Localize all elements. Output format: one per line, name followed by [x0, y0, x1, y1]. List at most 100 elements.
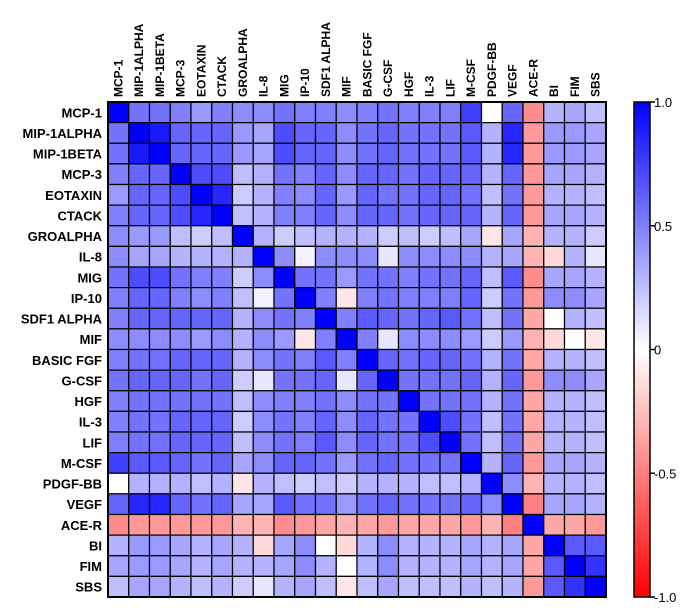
heatmap-cell-il-8-vegf: [501, 245, 524, 268]
heatmap-cell-groalpha-m-csf: [460, 225, 483, 247]
heatmap-cell-il-8-hgf: [397, 245, 420, 268]
heatmap-cell-mcp-1-pdgf-bb: [480, 101, 503, 124]
heatmap-cell-eotaxin-fim: [563, 183, 586, 206]
heatmap-cell-hgf-ace-r: [522, 390, 545, 412]
heatmap-cell-mip-1alpha-hgf: [397, 122, 420, 144]
row-label-ip-10: IP-10: [71, 291, 102, 306]
heatmap-cell-lif-groalpha: [231, 431, 254, 454]
heatmap-cell-mif-mif: [335, 328, 358, 351]
heatmap-cell-sbs-eotaxin: [190, 575, 213, 598]
heatmap-cell-ip-10-ctack: [211, 287, 234, 309]
heatmap-cell-groalpha-ip-10: [294, 225, 317, 247]
heatmap-cell-mcp-1-lif: [439, 101, 462, 124]
heatmap-cell-sbs-mig: [273, 575, 296, 598]
heatmap-cell-il-3-vegf: [501, 410, 524, 433]
heatmap-cell-mcp-1-basic-fgf: [356, 101, 379, 124]
row-label-g-csf: G-CSF: [62, 373, 103, 388]
heatmap-cell-m-csf-hgf: [397, 452, 420, 474]
heatmap-cell-mcp-3-eotaxin: [190, 163, 213, 186]
heatmap-cell-eotaxin-mif: [335, 183, 358, 206]
heatmap-cell-groalpha-mcp-1: [107, 225, 130, 247]
heatmap-cell-il-3-lif: [439, 410, 462, 433]
heatmap-cell-mig-fim: [563, 266, 586, 289]
heatmap-cell-il-3-mip-1beta: [148, 410, 171, 433]
heatmap-cell-il-3-hgf: [397, 410, 420, 433]
heatmap-cell-sbs-hgf: [397, 575, 420, 598]
heatmap-cell-groalpha-fim: [563, 225, 586, 247]
heatmap-cell-mip-1beta-il-3: [418, 142, 441, 165]
heatmap-cell-mif-eotaxin: [190, 328, 213, 351]
heatmap-cell-pdgf-bb-ip-10: [294, 472, 317, 495]
row-label-sdf1-alpha: SDF1 ALPHA: [21, 312, 103, 327]
heatmap-cell-mcp-3-mip-1alpha: [128, 163, 151, 186]
heatmap-cell-il-3-eotaxin: [190, 410, 213, 433]
heatmap-cell-g-csf-m-csf: [460, 369, 483, 392]
heatmap-cell-ace-r-bi: [543, 513, 566, 536]
heatmap-cell-basic-fgf-ctack: [211, 348, 234, 371]
heatmap-cell-sbs-g-csf: [377, 575, 400, 598]
heatmap-cell-lif-sdf1-alpha: [314, 431, 337, 454]
heatmap-cell-mip-1beta-vegf: [501, 142, 524, 165]
heatmap-cell-sbs-sbs: [584, 575, 607, 598]
heatmap-cell-mif-il-3: [418, 328, 441, 351]
heatmap-cell-il-3-il-8: [252, 410, 275, 433]
heatmap-cell-pdgf-bb-ace-r: [522, 472, 545, 495]
heatmap-cell-sbs-m-csf: [460, 575, 483, 598]
heatmap-cell-basic-fgf-il-3: [418, 348, 441, 371]
heatmap-cell-lif-ace-r: [522, 431, 545, 454]
heatmap-cell-bi-sdf1-alpha: [314, 534, 337, 557]
heatmap-cell-basic-fgf-mcp-3: [169, 348, 192, 371]
heatmap-cell-ace-r-eotaxin: [190, 513, 213, 536]
heatmap-cell-il-8-g-csf: [377, 245, 400, 268]
heatmap-cell-ctack-m-csf: [460, 204, 483, 227]
heatmap-cell-ace-r-fim: [563, 513, 586, 536]
heatmap-cell-mif-fim: [563, 328, 586, 351]
col-label-g-csf: G-CSF: [381, 60, 395, 97]
heatmap-cell-il-8-eotaxin: [190, 245, 213, 268]
row-label-pdgf-bb: PDGF-BB: [43, 477, 102, 492]
heatmap-cell-pdgf-bb-mif: [335, 472, 358, 495]
heatmap-cell-mip-1beta-fim: [563, 142, 586, 165]
heatmap-cell-basic-fgf-pdgf-bb: [480, 348, 503, 371]
heatmap-cell-fim-bi: [543, 555, 566, 577]
heatmap-cell-mig-mcp-3: [169, 266, 192, 289]
heatmap-cell-vegf-mip-1beta: [148, 493, 171, 516]
heatmap-cell-il-8-basic-fgf: [356, 245, 379, 268]
heatmap-cell-ace-r-mcp-1: [107, 513, 130, 536]
heatmap-cell-mip-1alpha-mcp-3: [169, 122, 192, 144]
heatmap-cell-basic-fgf-sbs: [584, 348, 607, 371]
heatmap-cell-ace-r-lif: [439, 513, 462, 536]
heatmap-cell-eotaxin-il-3: [418, 183, 441, 206]
heatmap-cell-il-3-pdgf-bb: [480, 410, 503, 433]
heatmap-cell-eotaxin-eotaxin: [190, 183, 213, 206]
heatmap-cell-m-csf-mig: [273, 452, 296, 474]
row-label-vegf: VEGF: [67, 497, 102, 512]
heatmap-cell-sdf1-alpha-il-8: [252, 307, 275, 330]
heatmap-cell-il-8-ip-10: [294, 245, 317, 268]
heatmap-cell-g-csf-ip-10: [294, 369, 317, 392]
heatmap-cell-vegf-pdgf-bb: [480, 493, 503, 516]
heatmap-cell-mcp-1-hgf: [397, 101, 420, 124]
heatmap-cell-il-8-groalpha: [231, 245, 254, 268]
heatmap-cell-ace-r-g-csf: [377, 513, 400, 536]
heatmap-cell-mif-basic-fgf: [356, 328, 379, 351]
heatmap-cell-lif-mip-1beta: [148, 431, 171, 454]
heatmap-cell-mig-ace-r: [522, 266, 545, 289]
heatmap-cell-mig-mcp-1: [107, 266, 130, 289]
heatmap-cell-sdf1-alpha-sdf1-alpha: [314, 307, 337, 330]
heatmap-cell-sdf1-alpha-vegf: [501, 307, 524, 330]
heatmap-cell-sbs-il-3: [418, 575, 441, 598]
heatmap-cell-mip-1beta-mif: [335, 142, 358, 165]
heatmap-cell-vegf-vegf: [501, 493, 524, 516]
heatmap-cell-mif-sdf1-alpha: [314, 328, 337, 351]
heatmap-cell-fim-m-csf: [460, 555, 483, 577]
heatmap-cell-eotaxin-mcp-3: [169, 183, 192, 206]
heatmap-cell-bi-mig: [273, 534, 296, 557]
heatmap-cell-eotaxin-ctack: [211, 183, 234, 206]
heatmap-cell-il-8-bi: [543, 245, 566, 268]
heatmap-cell-hgf-basic-fgf: [356, 390, 379, 412]
heatmap-cell-ctack-mig: [273, 204, 296, 227]
heatmap-cell-basic-fgf-fim: [563, 348, 586, 371]
heatmap-cell-m-csf-m-csf: [460, 452, 483, 474]
